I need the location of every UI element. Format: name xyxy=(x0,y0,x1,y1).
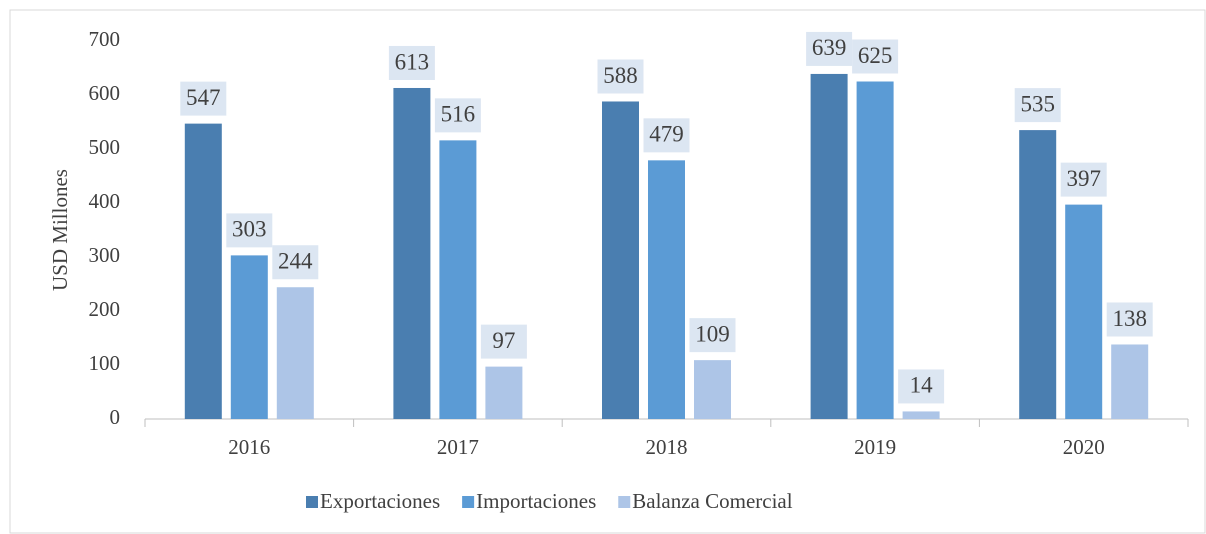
y-tick-label: 100 xyxy=(89,351,121,375)
bar xyxy=(230,255,268,419)
value-label-box xyxy=(1014,88,1061,123)
value-label: 109 xyxy=(695,321,730,346)
bar xyxy=(439,140,477,420)
value-label: 479 xyxy=(649,122,684,147)
value-label: 138 xyxy=(1112,306,1147,331)
chart-frame xyxy=(9,9,1206,534)
bar xyxy=(648,160,685,419)
bar xyxy=(694,360,731,419)
x-tick-label: 2017 xyxy=(437,435,479,459)
value-label: 547 xyxy=(186,85,221,110)
bar xyxy=(1065,204,1103,419)
y-tick-label: 600 xyxy=(89,81,121,105)
x-tick-label: 2016 xyxy=(228,435,270,459)
value-label: 97 xyxy=(492,328,515,353)
value-label-box xyxy=(272,245,319,280)
value-label: 303 xyxy=(232,217,267,242)
value-label-box xyxy=(597,59,644,94)
value-label-box xyxy=(226,213,273,248)
bar xyxy=(276,287,314,419)
value-label-box xyxy=(480,324,527,359)
legend-label: Balanza Comercial xyxy=(632,489,793,513)
value-label: 516 xyxy=(441,102,476,127)
value-label-box xyxy=(806,31,853,66)
value-label-box xyxy=(898,369,945,404)
bar xyxy=(1111,344,1149,419)
x-tick-label: 2019 xyxy=(854,435,896,459)
value-label-box xyxy=(643,118,690,153)
x-tick-label: 2020 xyxy=(1063,435,1105,459)
legend-swatch xyxy=(306,496,318,508)
value-label: 244 xyxy=(278,249,313,274)
legend-label: Exportaciones xyxy=(320,489,440,513)
y-tick-label: 500 xyxy=(89,135,121,159)
legend-label: Importaciones xyxy=(476,489,596,513)
bar xyxy=(602,101,639,419)
bar xyxy=(485,366,523,419)
y-axis-label: USD Millones xyxy=(48,169,72,291)
value-label-box xyxy=(852,39,899,74)
y-tick-label: 0 xyxy=(110,405,121,429)
y-tick-label: 300 xyxy=(89,243,121,267)
bar xyxy=(393,87,431,419)
bar xyxy=(184,123,222,420)
bar xyxy=(902,411,940,419)
value-label-box xyxy=(1060,162,1107,197)
y-tick-label: 700 xyxy=(89,27,121,51)
value-label-box xyxy=(180,81,227,116)
value-label-box xyxy=(689,318,736,353)
bar xyxy=(1019,130,1057,419)
value-label: 639 xyxy=(812,35,847,60)
legend-swatch xyxy=(462,496,475,508)
value-label: 588 xyxy=(603,63,638,88)
value-label: 14 xyxy=(910,373,934,398)
value-label-box xyxy=(388,45,435,80)
bar xyxy=(810,73,848,419)
value-label-box xyxy=(434,98,481,133)
value-label: 613 xyxy=(395,49,430,74)
bar xyxy=(856,81,894,419)
value-label: 397 xyxy=(1066,166,1101,191)
value-label: 625 xyxy=(858,43,893,68)
x-tick-label: 2018 xyxy=(646,435,688,459)
legend-swatch xyxy=(618,496,631,508)
y-tick-label: 200 xyxy=(89,297,121,321)
value-label: 535 xyxy=(1020,91,1055,116)
y-tick-label: 400 xyxy=(89,189,121,213)
value-label-box xyxy=(1106,302,1153,337)
